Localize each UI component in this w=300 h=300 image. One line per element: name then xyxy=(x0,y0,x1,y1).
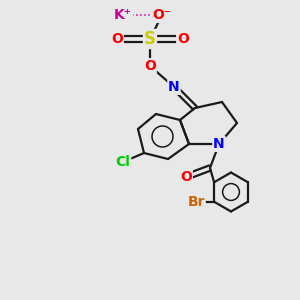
Text: O: O xyxy=(144,59,156,73)
Text: O: O xyxy=(180,170,192,184)
Text: N: N xyxy=(168,80,180,94)
Text: Cl: Cl xyxy=(116,155,130,169)
Text: N: N xyxy=(213,137,225,151)
Text: Br: Br xyxy=(188,195,205,209)
Text: K⁺: K⁺ xyxy=(114,8,132,22)
Text: S: S xyxy=(144,30,156,48)
Text: O: O xyxy=(111,32,123,46)
Text: O: O xyxy=(177,32,189,46)
Text: O⁻: O⁻ xyxy=(152,8,172,22)
